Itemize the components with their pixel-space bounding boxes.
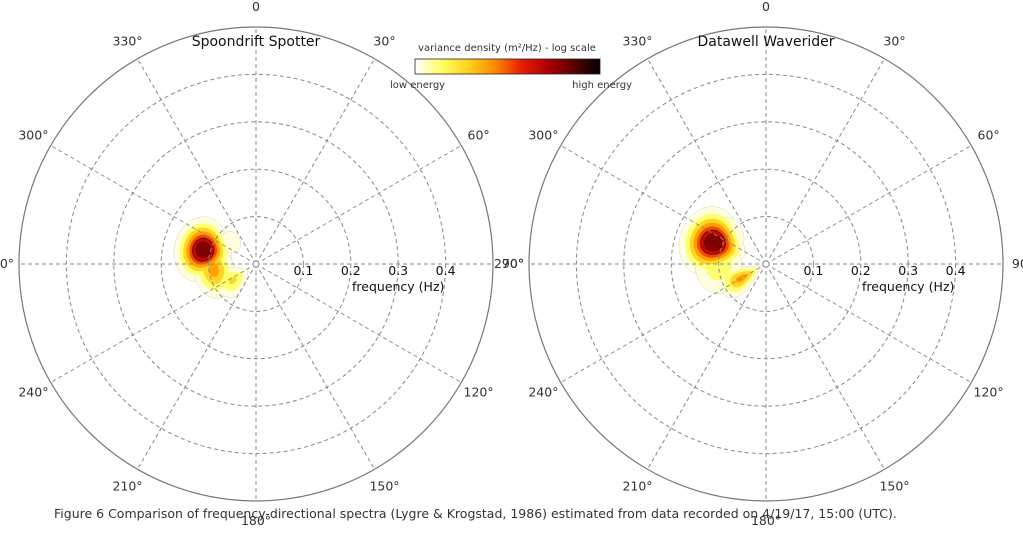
radial-grid-ring [718, 216, 814, 312]
direction-tick-label: 120° [974, 385, 1004, 400]
origin-marker [252, 260, 260, 268]
frequency-tick-label: 0.3 [388, 263, 408, 278]
frequency-tick-label: 0.2 [341, 263, 361, 278]
direction-spoke [560, 263, 767, 383]
plot-title: Datawell Waverider [697, 34, 834, 50]
frequency-tick-label: 0.4 [946, 263, 966, 278]
polar-grid [528, 26, 1004, 502]
energy-contour [704, 233, 723, 252]
frequency-axis-title: frequency (Hz) [862, 279, 954, 294]
direction-tick-label: 270° [0, 256, 14, 271]
direction-tick-label: 150° [879, 479, 909, 494]
energy-heatmap [173, 216, 249, 299]
outer-ring [528, 26, 1004, 502]
plot-title: Spoondrift Spotter [192, 34, 321, 50]
direction-spoke [50, 145, 257, 265]
direction-spoke [255, 145, 462, 265]
direction-tick-label: 180° [241, 513, 271, 528]
direction-spoke [255, 263, 462, 383]
direction-spoke [765, 145, 972, 265]
energy-contour [195, 241, 211, 259]
direction-tick-label: 60° [978, 128, 1000, 143]
frequency-axis-title: frequency (Hz) [352, 279, 444, 294]
frequency-tick-label: 0.1 [803, 263, 823, 278]
direction-tick-label: 30° [373, 33, 395, 48]
figure-caption: Figure 6 Comparison of frequency-directi… [54, 506, 897, 521]
direction-tick-label: 120° [464, 385, 494, 400]
colorbar-gradient [414, 58, 601, 75]
radial-grid-ring [208, 216, 304, 312]
direction-spoke [137, 58, 257, 265]
energy-heatmap [678, 206, 763, 298]
frequency-tick-label: 0.3 [898, 263, 918, 278]
direction-spoke [50, 263, 257, 383]
direction-spoke [765, 263, 972, 383]
direction-tick-label: 210° [622, 479, 652, 494]
colorbar-high-label: high energy [572, 80, 632, 91]
frequency-tick-label: 0.2 [851, 263, 871, 278]
direction-tick-label: 180° [751, 513, 781, 528]
colorbar-low-label: low energy [390, 80, 445, 91]
direction-tick-label: 150° [369, 479, 399, 494]
direction-spoke [137, 263, 257, 470]
direction-spoke [647, 263, 767, 470]
direction-tick-label: 0 [252, 0, 260, 14]
direction-tick-label: 270° [494, 256, 524, 271]
direction-tick-label: 330° [112, 33, 142, 48]
direction-spoke [560, 145, 767, 265]
direction-tick-label: 0 [762, 0, 770, 14]
frequency-tick-label: 0.4 [436, 263, 456, 278]
direction-tick-label: 210° [112, 479, 142, 494]
direction-tick-label: 30° [883, 33, 905, 48]
direction-tick-label: 90° [1012, 256, 1023, 271]
direction-tick-label: 90° [502, 256, 524, 271]
polar-grid [18, 26, 494, 502]
polar-plot-waverider: 0 30° 60° 90° 120° 150° 180° 210° 240° 270° 300° 33… [494, 0, 1023, 528]
direction-tick-label: 240° [18, 385, 48, 400]
direction-spoke [765, 58, 885, 265]
direction-spoke [647, 58, 767, 265]
direction-tick-label: 300° [528, 128, 558, 143]
polar-plot-spotter: 0 30° 60° 90° 120° 150° 180° 210° 240° 270° 300° 33… [0, 0, 524, 528]
direction-tick-label: 240° [528, 385, 558, 400]
direction-spoke [255, 263, 375, 470]
colorbar: variance density (m²/Hz) - log scale low… [390, 43, 632, 91]
direction-tick-label: 60° [468, 128, 490, 143]
outer-ring [18, 26, 494, 502]
direction-spoke [765, 263, 885, 470]
direction-spoke [255, 58, 375, 265]
frequency-tick-label: 0.1 [293, 263, 313, 278]
energy-contour [208, 262, 219, 278]
direction-tick-label: 300° [18, 128, 48, 143]
colorbar-title: variance density (m²/Hz) - log scale [418, 43, 596, 54]
origin-marker [762, 260, 770, 268]
direction-tick-label: 330° [622, 33, 652, 48]
